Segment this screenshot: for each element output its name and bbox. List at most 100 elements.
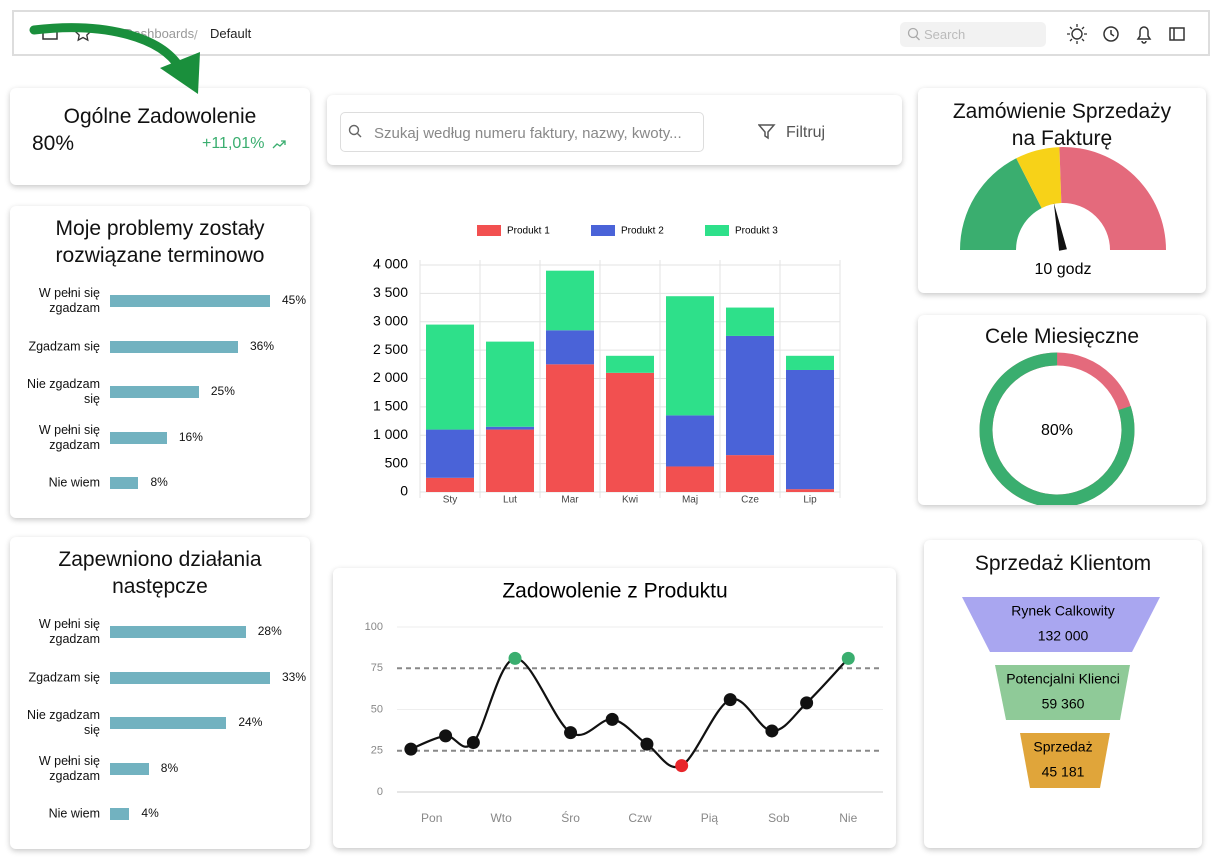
card-title: Ogólne Zadowolenie (63, 105, 257, 128)
bar-segment (426, 477, 474, 492)
value-label: 16% (178, 429, 203, 444)
funnel-stage (1020, 733, 1110, 788)
theme-icon[interactable] (1071, 28, 1083, 40)
category-label: W pełni się zgadzam (38, 617, 100, 646)
search-box[interactable] (900, 22, 1046, 47)
value-label: 24% (238, 715, 263, 729)
survey-card: Zapewniono działania następcze W pełni s… (10, 537, 310, 849)
topbar-icons: / (42, 22, 1185, 47)
x-tick-label: Lut (503, 495, 517, 506)
donut-label: 80% (1041, 422, 1073, 439)
point (723, 693, 737, 707)
bar-segment (666, 466, 714, 492)
star-icon[interactable] (74, 24, 92, 42)
category-label: Nie wiem (48, 806, 100, 821)
filter-button[interactable]: Filtruj (786, 124, 826, 141)
trend-icon (272, 140, 286, 149)
value-label: 33% (282, 669, 307, 684)
y-tick-label: 500 (385, 454, 409, 470)
bar-row: Nie zgadzam się 25% (10, 372, 310, 412)
card-title: Zamówienie Sprzedaży na Fakturę (952, 100, 1172, 150)
y-tick-label: 100 (365, 621, 383, 633)
stacked-bar-chart: 0 500 1 000 1 500 2 000 2 500 3 000 3 500 4 000 P… (373, 225, 841, 506)
y-tick-label: 2 000 (373, 369, 408, 385)
sidebar-icon[interactable] (42, 27, 58, 40)
bar-segment (546, 270, 594, 331)
x-tick-label: Nie (839, 811, 857, 825)
bar-row: Zgadzam się 33% (10, 658, 310, 698)
y-tick-label: 3 000 (373, 312, 408, 328)
line-chart: Zadowolenie z Produktu 0 25 50 75 100 Pon Wto Ś… (365, 580, 883, 825)
y-tick-label: 25 (371, 745, 383, 757)
gauge: 10 godz (960, 147, 1166, 278)
invoice-search[interactable] (340, 112, 704, 152)
bar-row: W pełni się zgadzam 45% (10, 281, 310, 321)
bar-segment (546, 364, 594, 492)
search-placeholder[interactable]: Search (924, 27, 966, 42)
y-tick-label: 2 500 (373, 341, 408, 357)
funnel-stage (995, 665, 1130, 720)
point (466, 736, 480, 749)
bell-icon[interactable] (1136, 26, 1152, 44)
bar-segment (486, 341, 534, 427)
history-icon[interactable] (1103, 26, 1119, 42)
value-label: 4% (141, 806, 159, 820)
search-icon (348, 124, 362, 138)
x-tick-label: Mar (561, 495, 579, 506)
point (675, 759, 689, 773)
breadcrumb-link[interactable]: Dashboards (124, 26, 195, 41)
panel-icon[interactable] (1169, 27, 1185, 41)
point (564, 726, 578, 740)
breadcrumb-current: Default (210, 26, 252, 41)
bar-segment (546, 330, 594, 365)
category-label: Nie zgadzam się (27, 708, 100, 737)
bar (110, 762, 149, 775)
line-card: Zadowolenie z Produktu 0 25 50 75 100 Pon Wto Ś… (333, 568, 896, 848)
bar (110, 340, 238, 353)
bar-segment (486, 429, 534, 492)
bar-row: Nie wiem 4% (10, 794, 310, 834)
survey-card: Moje problemy zostały rozwiązane termino… (10, 206, 310, 518)
history-icon (1110, 30, 1115, 37)
bar-segment (666, 296, 714, 416)
bar-row: W pełni się zgadzam 28% (10, 612, 310, 652)
legend-label: Produkt 3 (735, 226, 778, 237)
point (605, 712, 619, 726)
bar-segment (426, 429, 474, 478)
x-tick-label: Pią (701, 811, 719, 825)
bar-row: Nie wiem 8% (10, 463, 310, 503)
search-icon (907, 27, 919, 39)
point (800, 696, 814, 710)
bar-row: W pełni się zgadzam 8% (10, 749, 310, 789)
y-tick-label: 50 (371, 703, 383, 715)
stage-name: Rynek Calkowity (1011, 603, 1114, 619)
value-label: 8% (160, 760, 179, 775)
value-label: 8% (150, 475, 168, 489)
bar-segment (486, 426, 534, 430)
donut: 80% (979, 352, 1135, 505)
x-tick-label: Wto (490, 811, 512, 825)
bar-segment (606, 372, 654, 492)
point (640, 737, 654, 751)
bar-segment (726, 335, 774, 456)
bar-segment (786, 369, 834, 490)
y-tick-label: 3 500 (373, 284, 408, 300)
bar-segment (726, 455, 774, 492)
x-tick-label: Maj (682, 495, 698, 506)
gauge-label: 10 godz (1035, 261, 1092, 278)
bar-segment (786, 355, 834, 370)
theme-icon (1067, 24, 1087, 44)
funnel-card: Sprzedaż Klientom Rynek Calkowity 132 000… (924, 540, 1202, 848)
search-placeholder[interactable]: Szukaj według numeru faktury, nazwy, kwo… (374, 125, 682, 142)
bar-segment (426, 324, 474, 430)
point (841, 651, 855, 665)
point (439, 729, 453, 743)
legend-label: Produkt 2 (621, 226, 664, 237)
bar-segment (726, 307, 774, 336)
value-label: 36% (250, 338, 275, 353)
card-title: Zapewniono działania następcze (58, 548, 262, 598)
bar (110, 477, 139, 489)
card-title: Sprzedaż Klientom (974, 552, 1152, 575)
bar (110, 626, 246, 638)
